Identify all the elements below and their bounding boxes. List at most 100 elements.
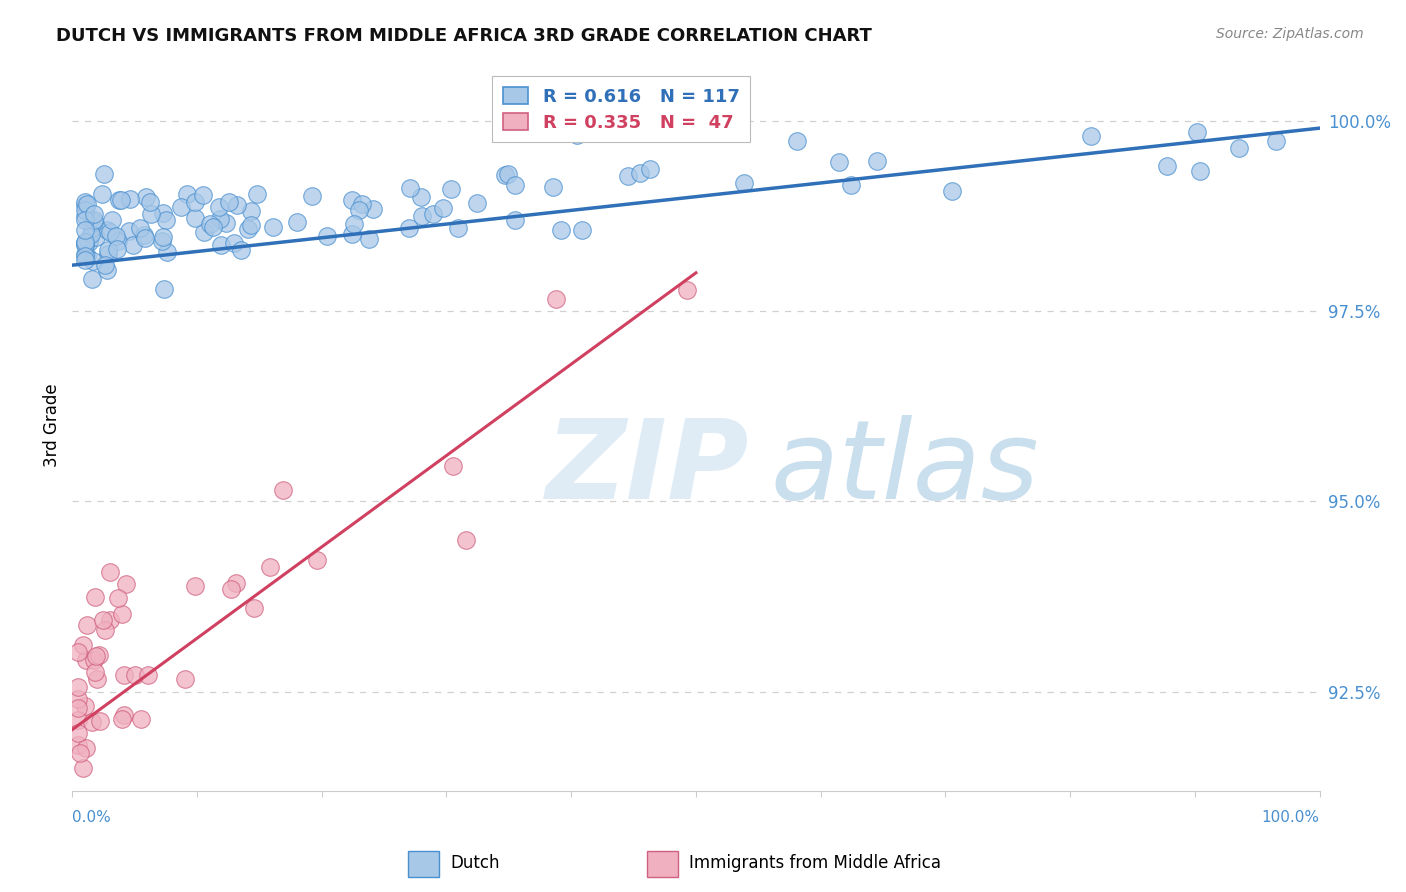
Point bbox=[73, 209, 96, 223]
Point bbox=[541, 180, 564, 194]
Point bbox=[176, 187, 198, 202]
Point bbox=[94, 623, 117, 637]
Point bbox=[315, 229, 337, 244]
Legend: R = 0.616   N = 117, R = 0.335   N =  47: R = 0.616 N = 117, R = 0.335 N = 47 bbox=[492, 76, 751, 143]
Point bbox=[73, 249, 96, 263]
Point bbox=[440, 182, 463, 196]
Point bbox=[447, 221, 470, 235]
Point bbox=[94, 258, 117, 272]
Point bbox=[1187, 125, 1209, 139]
Point bbox=[503, 178, 526, 193]
Point bbox=[105, 242, 128, 256]
Point bbox=[225, 575, 247, 590]
Point bbox=[198, 217, 221, 231]
Point bbox=[169, 200, 191, 214]
Point bbox=[73, 195, 96, 210]
Text: ZIP: ZIP bbox=[547, 416, 749, 523]
Point bbox=[238, 222, 260, 236]
Point bbox=[262, 219, 284, 234]
Point bbox=[786, 135, 808, 149]
Point bbox=[72, 761, 94, 775]
Point bbox=[73, 235, 96, 249]
Point bbox=[638, 161, 661, 176]
Text: atlas: atlas bbox=[770, 416, 1039, 523]
Point bbox=[343, 218, 366, 232]
Text: 100.0%: 100.0% bbox=[1261, 810, 1320, 824]
Point bbox=[72, 639, 94, 653]
Point bbox=[89, 648, 111, 662]
Point bbox=[82, 221, 104, 235]
Point bbox=[218, 194, 240, 209]
Point bbox=[73, 238, 96, 252]
Point bbox=[67, 681, 90, 695]
Point bbox=[827, 155, 849, 169]
Point bbox=[340, 227, 363, 241]
Point bbox=[191, 188, 214, 202]
Point bbox=[80, 714, 103, 729]
Y-axis label: 3rd Grade: 3rd Grade bbox=[44, 384, 60, 467]
Point bbox=[83, 213, 105, 227]
Point bbox=[628, 166, 651, 180]
Point bbox=[115, 577, 138, 591]
Point bbox=[1156, 159, 1178, 173]
Point bbox=[496, 167, 519, 181]
Point bbox=[76, 197, 98, 211]
Point bbox=[285, 215, 308, 229]
Point bbox=[544, 292, 567, 306]
Point bbox=[75, 741, 97, 756]
Point bbox=[77, 235, 100, 249]
Point bbox=[340, 193, 363, 207]
Text: DUTCH VS IMMIGRANTS FROM MIDDLE AFRICA 3RD GRADE CORRELATION CHART: DUTCH VS IMMIGRANTS FROM MIDDLE AFRICA 3… bbox=[56, 27, 872, 45]
Point bbox=[97, 246, 120, 260]
Point bbox=[73, 198, 96, 212]
Point bbox=[215, 216, 238, 230]
Point bbox=[432, 202, 454, 216]
Point bbox=[347, 203, 370, 218]
Point bbox=[100, 212, 122, 227]
Point bbox=[411, 209, 433, 223]
Point bbox=[107, 234, 129, 248]
Point bbox=[75, 698, 97, 713]
Point bbox=[76, 249, 98, 263]
Point bbox=[152, 205, 174, 219]
Point bbox=[89, 714, 111, 729]
Point bbox=[112, 707, 135, 722]
Point bbox=[82, 254, 104, 268]
Point bbox=[82, 272, 104, 286]
Point bbox=[465, 196, 488, 211]
Point bbox=[124, 668, 146, 682]
Point bbox=[135, 190, 157, 204]
Point bbox=[183, 194, 205, 209]
Text: 0.0%: 0.0% bbox=[72, 810, 111, 824]
Point bbox=[73, 212, 96, 227]
Point bbox=[361, 202, 384, 216]
Point bbox=[134, 228, 156, 243]
Point bbox=[571, 222, 593, 236]
Point bbox=[243, 601, 266, 615]
Point bbox=[422, 207, 444, 221]
Point bbox=[83, 653, 105, 667]
Point bbox=[152, 230, 174, 244]
Text: Immigrants from Middle Africa: Immigrants from Middle Africa bbox=[689, 854, 941, 872]
Point bbox=[67, 713, 90, 727]
Point bbox=[84, 665, 107, 679]
Point bbox=[208, 211, 231, 226]
Point bbox=[1264, 134, 1286, 148]
Point bbox=[141, 207, 163, 221]
Point bbox=[239, 218, 262, 232]
Point bbox=[733, 177, 755, 191]
Point bbox=[153, 282, 176, 296]
Point bbox=[84, 229, 107, 244]
Point bbox=[98, 565, 121, 579]
Point bbox=[273, 483, 295, 498]
Point bbox=[67, 645, 90, 659]
Point bbox=[75, 653, 97, 667]
Point bbox=[174, 672, 197, 686]
Point bbox=[97, 244, 120, 258]
Point bbox=[67, 701, 90, 715]
Point bbox=[75, 247, 97, 261]
Point bbox=[208, 200, 231, 214]
Point bbox=[96, 263, 118, 277]
Point bbox=[139, 194, 162, 209]
Point bbox=[357, 232, 380, 246]
